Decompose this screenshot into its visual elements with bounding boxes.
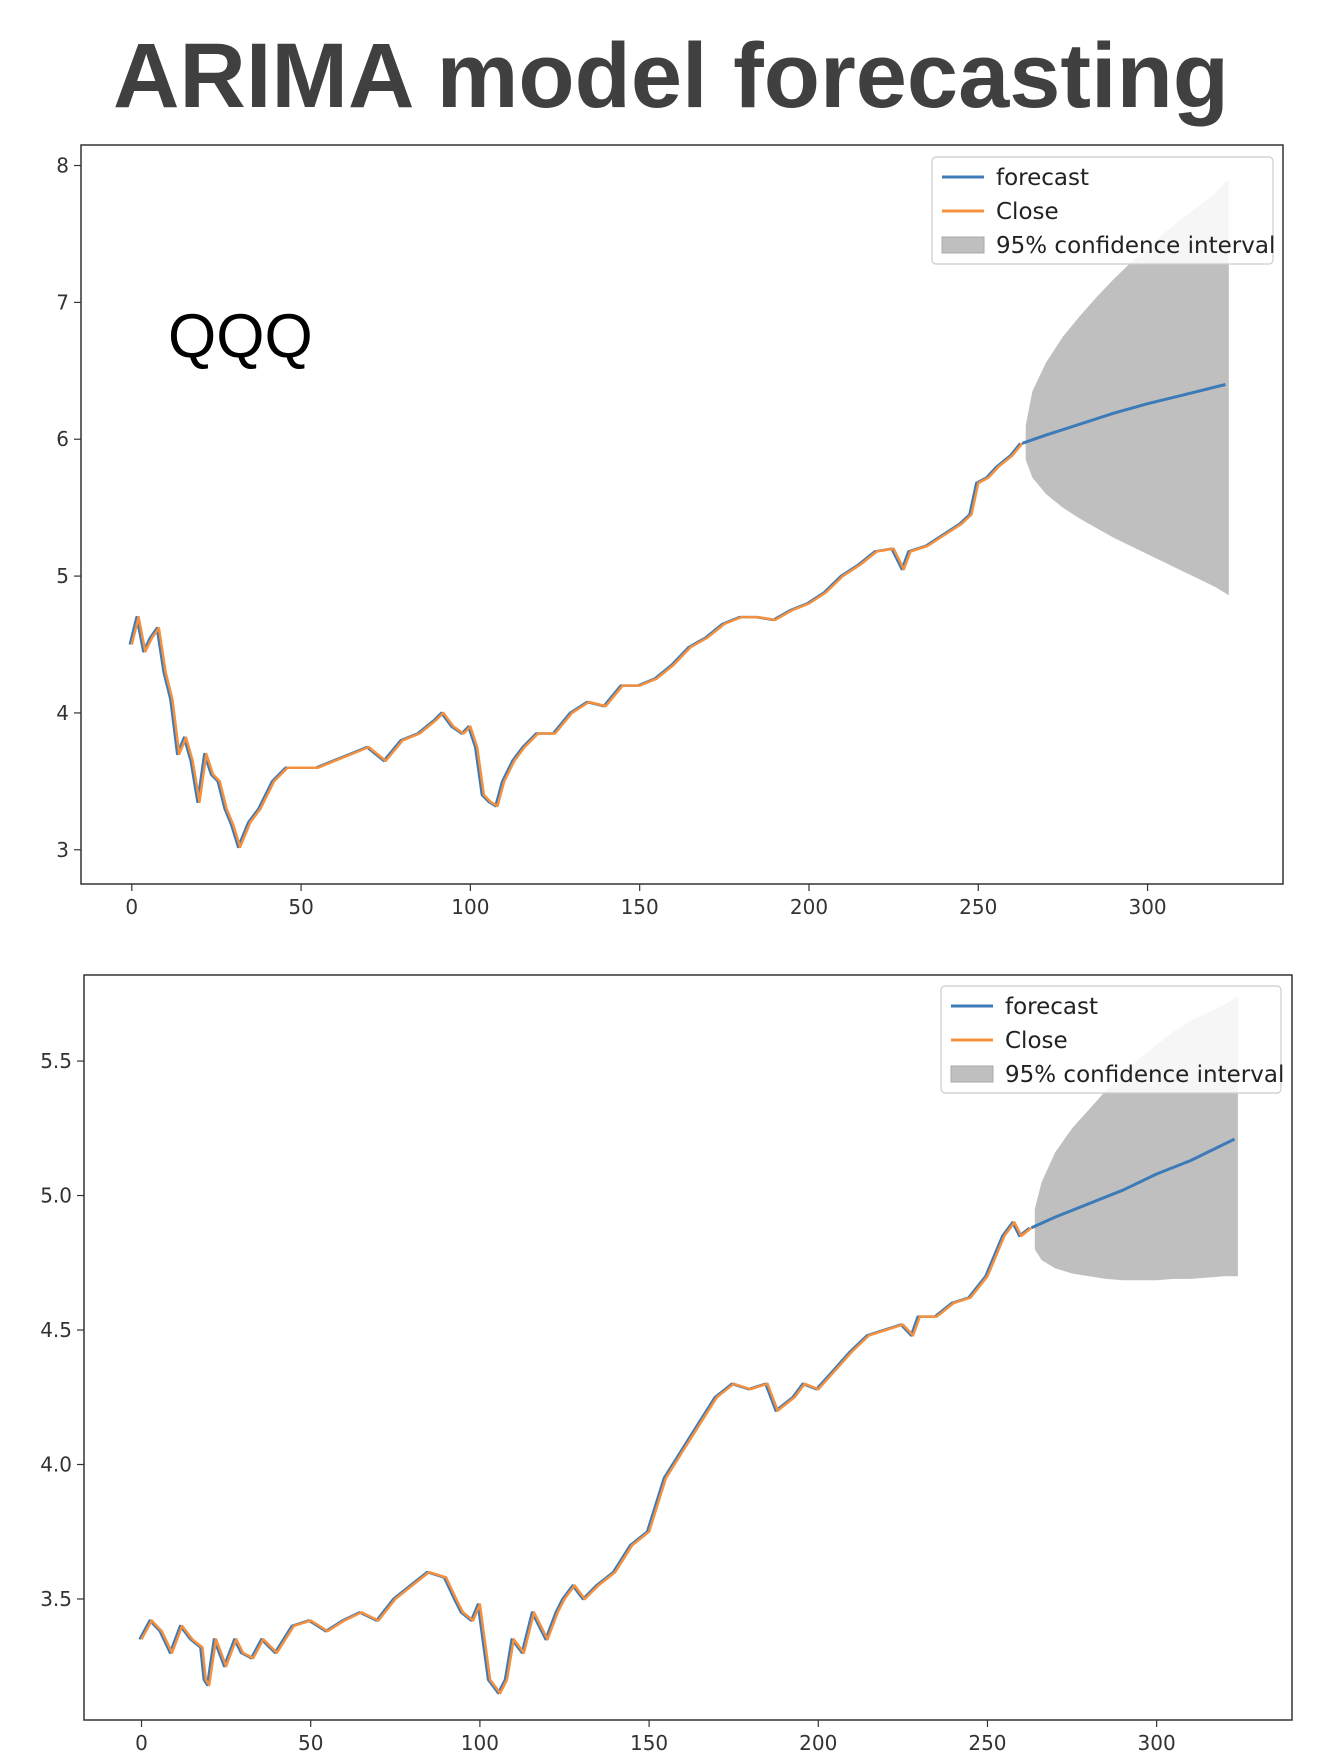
series-forecast-line (1030, 1137, 1236, 1230)
y-tick-label: 4.0 (40, 1452, 72, 1476)
y-tick-label: 5 (56, 564, 69, 588)
series-close-fitted-line (138, 1221, 1031, 1695)
series-close-line (130, 442, 1024, 849)
page-title: ARIMA model forecasting (112, 25, 1230, 127)
y-tick-label: 5.0 (40, 1184, 72, 1208)
x-tick-label: 250 (968, 1731, 1006, 1755)
legend-label: 95% confidence interval (996, 233, 1275, 259)
y-tick-label: 7 (56, 290, 69, 314)
legend: forecast Close 95% confidence interval (940, 985, 1284, 1094)
plot-area: 0 50 100 150 200 250 300 3.5 4.0 4.5 5.0 5.5 forecas… (40, 974, 1293, 1755)
axes-frame (83, 974, 1293, 1721)
y-tick-label: 5.5 (40, 1049, 72, 1073)
series-close-line (140, 1221, 1033, 1695)
legend-swatch-confidence-interval (941, 236, 985, 254)
x-tick-label: 250 (959, 895, 997, 919)
x-tick-label: 300 (1138, 1731, 1176, 1755)
y-tick-label: 4.5 (40, 1318, 72, 1342)
x-tick-label: 100 (461, 1731, 499, 1755)
y-tick-label: 8 (56, 154, 69, 178)
y-tick-label: 3 (56, 838, 69, 862)
x-tick-label: 300 (1128, 895, 1166, 919)
x-tick-label: 100 (451, 895, 489, 919)
legend-label: 95% confidence interval (1005, 1062, 1284, 1088)
x-tick-label: 0 (125, 895, 138, 919)
series-forecast-line (1021, 383, 1226, 445)
x-tick-label: 150 (630, 1731, 668, 1755)
x-tick-label: 200 (790, 895, 828, 919)
legend-box (931, 156, 1274, 265)
legend-swatch-confidence-interval (950, 1065, 994, 1083)
confidence-interval-band (1025, 179, 1229, 596)
legend: forecast Close 95% confidence interval (931, 156, 1275, 265)
axes-frame (80, 144, 1284, 885)
x-tick-label: 150 (621, 895, 659, 919)
x-tick-label: 50 (288, 895, 313, 919)
legend-label: Close (996, 199, 1059, 225)
legend-box (940, 985, 1282, 1094)
chart-annotation: QQQ (168, 302, 313, 371)
x-tick-label: 200 (799, 1731, 837, 1755)
plot-area: 0 50 100 150 200 250 300 3 4 5 6 7 8 forecast Close 95%… (56, 144, 1284, 919)
legend-label: forecast (1005, 994, 1098, 1020)
x-tick-label: 0 (135, 1731, 148, 1755)
x-tick-label: 50 (298, 1731, 323, 1755)
y-tick-label: 6 (56, 427, 69, 451)
legend-label: Close (1005, 1028, 1068, 1054)
chart-qqq: 0 50 100 150 200 250 300 3 4 5 6 7 8 forecast Close 95%… (56, 144, 1284, 919)
y-tick-label: 3.5 (40, 1587, 72, 1611)
y-tick-label: 4 (56, 701, 69, 725)
legend-label: forecast (996, 165, 1089, 191)
